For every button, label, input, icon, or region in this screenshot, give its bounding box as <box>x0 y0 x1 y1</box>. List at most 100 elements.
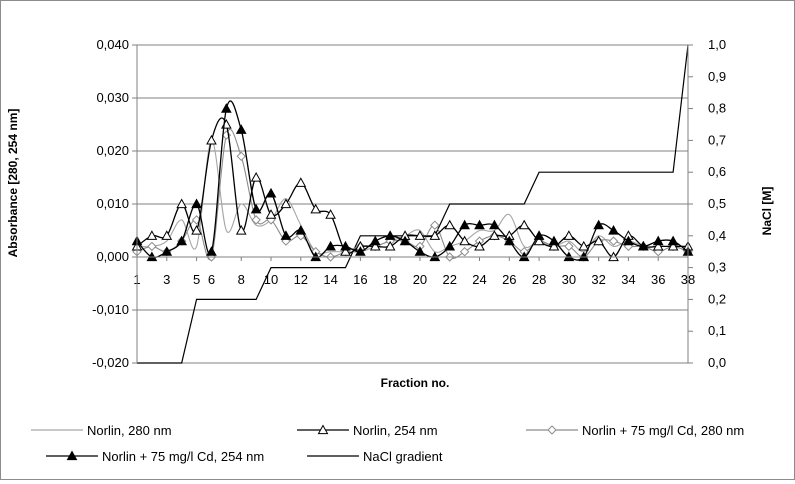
y-tick-label: 0,030 <box>96 90 129 105</box>
legend-marker <box>66 450 78 461</box>
x-tick-label: 5 <box>193 272 200 287</box>
series-line <box>136 128 689 261</box>
data-point <box>280 230 292 240</box>
data-point <box>325 240 336 251</box>
y2-axis-ticks: 0,0 0,1 0,2 0,3 0,4 0,5 0,6 0,7 0,8 0,9 1,0 <box>688 37 726 370</box>
data-point <box>369 240 381 251</box>
y2-tick-label: 0,3 <box>708 260 726 275</box>
x-tick-label: 6 <box>208 272 215 287</box>
data-point <box>578 240 590 251</box>
data-point <box>533 235 545 246</box>
data-point <box>593 235 604 246</box>
data-point <box>146 230 158 240</box>
legend-label: Norlin + 75 mg/l Cd, 280 nm <box>582 423 744 438</box>
legend-item-norlin-75-mg-l-cd-254-nm: Norlin + 75 mg/l Cd, 254 nm <box>46 449 264 464</box>
data-point <box>459 246 470 257</box>
data-point <box>147 241 157 252</box>
data-point <box>176 198 188 209</box>
data-point <box>414 230 426 240</box>
data-point <box>310 203 322 214</box>
legend-label: Norlin + 75 mg/l Cd, 254 nm <box>102 449 264 464</box>
gridlines <box>137 44 688 364</box>
data-point <box>652 240 664 251</box>
y2-tick-label: 0,7 <box>708 132 726 147</box>
data-point <box>399 235 411 246</box>
data-point <box>652 235 664 246</box>
y2-axis-title: NaCl [M] <box>760 187 774 236</box>
data-point <box>489 230 500 240</box>
series-norlin-254-nm <box>131 117 694 262</box>
legend-item-norlin-280-nm: Norlin, 280 nm <box>31 423 172 438</box>
y2-tick-label: 1,0 <box>708 37 726 52</box>
y2-tick-label: 0,5 <box>708 196 726 211</box>
legend: Norlin, 280 nm Norlin, 254 nm Norlin + 75 … <box>31 423 744 464</box>
data-point <box>325 209 336 219</box>
x-tick-label: 30 <box>562 272 576 287</box>
x-tick-label: 34 <box>621 272 635 287</box>
series-norlin-75-mg-l-cd-280-nm <box>132 128 693 262</box>
data-point <box>251 215 261 225</box>
x-tick-label: 32 <box>591 272 605 287</box>
data-point <box>474 219 485 230</box>
x-tick-label: 24 <box>472 272 486 287</box>
data-point <box>384 230 396 240</box>
data-point <box>429 230 441 240</box>
data-point <box>340 240 351 251</box>
y2-tick-label: 0,1 <box>708 323 726 338</box>
data-point <box>206 246 217 256</box>
y-tick-label: 0,040 <box>96 37 129 52</box>
legend-label: NaCl gradient <box>363 449 443 464</box>
x-tick-label: 26 <box>502 272 516 287</box>
x-axis-ticks: 13568101214161820222426283032343638 <box>133 257 695 287</box>
y2-tick-label: 0,2 <box>708 291 726 306</box>
data-point <box>667 240 679 251</box>
data-point <box>206 134 217 145</box>
y2-tick-label: 0,8 <box>708 101 726 116</box>
data-point <box>295 224 307 235</box>
data-point <box>355 246 366 256</box>
y-tick-label: 0,010 <box>96 196 129 211</box>
data-point <box>474 240 485 251</box>
data-point <box>608 224 619 235</box>
y-tick-label: -0,010 <box>92 302 129 317</box>
y-tick-label: -0,020 <box>92 355 129 370</box>
legend-marker <box>317 424 329 435</box>
data-point <box>221 103 232 113</box>
y-tick-label: 0,020 <box>96 143 129 158</box>
y2-tick-label: 0,9 <box>708 69 726 84</box>
data-point <box>503 235 515 246</box>
x-axis-title: Fraction no. <box>381 376 450 390</box>
data-point <box>265 209 277 219</box>
data-point <box>250 203 262 214</box>
data-point <box>548 235 560 246</box>
data-point <box>161 230 173 240</box>
data-point <box>176 235 188 246</box>
data-point <box>459 219 470 230</box>
legend-item-norlin-75-mg-l-cd-280-nm: Norlin + 75 mg/l Cd, 280 nm <box>526 423 744 438</box>
data-point <box>236 151 246 162</box>
legend-label: Norlin, 254 nm <box>353 423 438 438</box>
data-point <box>235 124 247 134</box>
series-layer <box>131 44 694 364</box>
data-point <box>414 246 426 256</box>
data-point <box>533 230 545 240</box>
legend-item-norlin-254-nm: Norlin, 254 nm <box>297 423 438 438</box>
data-point <box>459 235 470 246</box>
y-tick-label: 0,000 <box>96 249 129 264</box>
x-tick-label: 8 <box>238 272 245 287</box>
x-tick-label: 36 <box>651 272 665 287</box>
series-norlin-280-nm <box>136 139 689 255</box>
y-axis-ticks: -0,020 -0,010 0,000 0,010 0,020 0,030 0,040 <box>92 37 137 370</box>
x-tick-label: 12 <box>294 272 308 287</box>
x-tick-label: 18 <box>383 272 397 287</box>
data-point <box>593 219 604 230</box>
data-point <box>191 198 202 209</box>
x-tick-label: 20 <box>413 272 427 287</box>
data-point <box>250 171 262 182</box>
y2-tick-label: 0,4 <box>708 228 726 243</box>
y2-tick-label: 0,0 <box>708 355 726 370</box>
data-point <box>564 241 574 252</box>
data-point <box>548 240 560 251</box>
data-point <box>518 219 530 230</box>
